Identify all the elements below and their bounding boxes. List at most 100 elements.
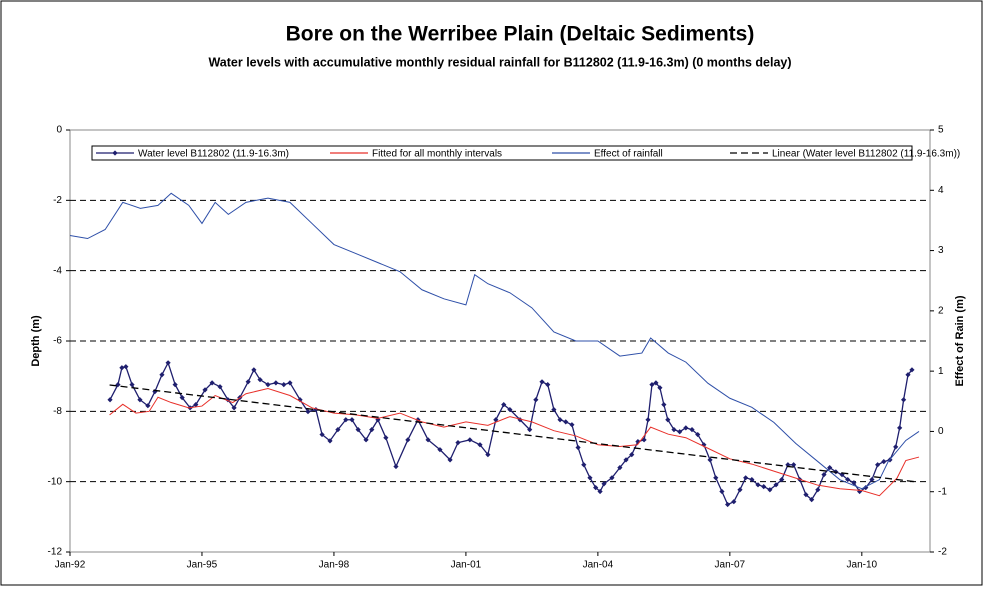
y-tick-label: 0: [56, 125, 62, 136]
point-marker: [193, 402, 199, 408]
y2-tick-label: 4: [938, 185, 944, 196]
point-marker: [597, 488, 603, 495]
point-marker: [159, 372, 165, 378]
point-marker: [119, 365, 125, 371]
point-marker: [425, 437, 431, 443]
y2-tick-label: 0: [938, 426, 944, 437]
point-marker: [467, 437, 473, 443]
x-tick-label: Jan-98: [319, 560, 350, 571]
point-marker: [657, 385, 663, 391]
point-marker: [245, 379, 251, 385]
point-marker: [313, 406, 319, 413]
point-marker: [665, 417, 671, 423]
legend-marker: [112, 150, 118, 156]
point-marker: [545, 382, 551, 388]
point-marker: [455, 440, 461, 446]
point-marker: [815, 487, 821, 493]
point-marker: [349, 417, 355, 423]
legend-label: Linear (Water level B112802 (11.9-16.3m)…: [772, 149, 960, 160]
point-marker: [363, 437, 369, 443]
point-marker: [172, 382, 178, 388]
point-marker: [123, 364, 129, 370]
x-tick-label: Jan-07: [715, 560, 746, 571]
point-marker: [137, 397, 143, 403]
point-marker: [689, 427, 695, 433]
point-marker: [725, 501, 731, 508]
point-marker: [839, 472, 845, 478]
chart-title: Bore on the Werribee Plain (Deltaic Sedi…: [286, 23, 755, 46]
point-marker: [369, 427, 375, 433]
point-marker: [593, 485, 599, 491]
point-marker: [273, 380, 279, 386]
y2-tick-label: 3: [938, 245, 944, 256]
y-tick-label: -6: [53, 336, 62, 347]
point-marker: [869, 476, 875, 483]
point-marker: [557, 417, 563, 423]
point-marker: [485, 451, 491, 458]
point-marker: [265, 382, 271, 388]
y-tick-label: -12: [48, 547, 63, 558]
legend-label: Fitted for all monthly intervals: [372, 149, 502, 160]
y2-tick-label: 2: [938, 305, 944, 316]
point-marker: [779, 476, 785, 483]
point-marker: [355, 427, 361, 433]
point-marker: [809, 497, 815, 503]
point-marker: [601, 481, 607, 487]
point-marker: [821, 472, 827, 478]
point-marker: [217, 384, 223, 390]
series-line: [109, 387, 920, 497]
chart-subtitle: Water levels with accumulative monthly r…: [208, 55, 791, 69]
series-line: [109, 361, 913, 506]
point-marker: [539, 379, 545, 385]
point-marker: [645, 417, 651, 423]
point-marker: [893, 444, 899, 450]
y2-tick-label: -2: [938, 547, 947, 558]
point-marker: [901, 397, 907, 403]
point-marker: [653, 380, 659, 386]
point-marker: [437, 447, 443, 453]
x-tick-label: Jan-92: [55, 560, 86, 571]
point-marker: [493, 417, 499, 423]
point-marker: [551, 406, 557, 413]
point-marker: [107, 397, 113, 403]
point-marker: [755, 482, 761, 488]
point-marker: [179, 395, 185, 401]
point-marker: [477, 442, 483, 448]
point-marker: [115, 382, 121, 388]
point-marker: [719, 488, 725, 495]
point-marker: [587, 475, 593, 481]
point-marker: [501, 402, 507, 408]
point-marker: [649, 382, 655, 388]
point-marker: [297, 397, 303, 403]
point-marker: [661, 402, 667, 408]
x-tick-label: Jan-10: [847, 560, 878, 571]
point-marker: [335, 427, 341, 433]
point-marker: [129, 382, 135, 388]
point-marker: [281, 382, 287, 388]
legend-label: Water level B112802 (11.9-16.3m): [138, 149, 289, 160]
point-marker: [713, 475, 719, 481]
point-marker: [851, 480, 857, 486]
point-marker: [743, 475, 749, 481]
point-marker: [773, 482, 779, 488]
point-marker: [749, 476, 755, 483]
point-marker: [683, 425, 689, 431]
point-marker: [737, 487, 743, 493]
point-marker: [305, 409, 311, 415]
point-marker: [671, 427, 677, 433]
y2-tick-label: -1: [938, 486, 947, 497]
point-marker: [533, 397, 539, 403]
y-tick-label: -2: [53, 195, 62, 206]
point-marker: [897, 425, 903, 431]
point-marker: [327, 438, 333, 444]
point-marker: [731, 499, 737, 505]
point-marker: [202, 387, 208, 393]
point-marker: [569, 422, 575, 428]
point-marker: [563, 419, 569, 425]
point-marker: [447, 457, 453, 463]
y-tick-label: -4: [53, 265, 62, 276]
point-marker: [145, 403, 151, 409]
